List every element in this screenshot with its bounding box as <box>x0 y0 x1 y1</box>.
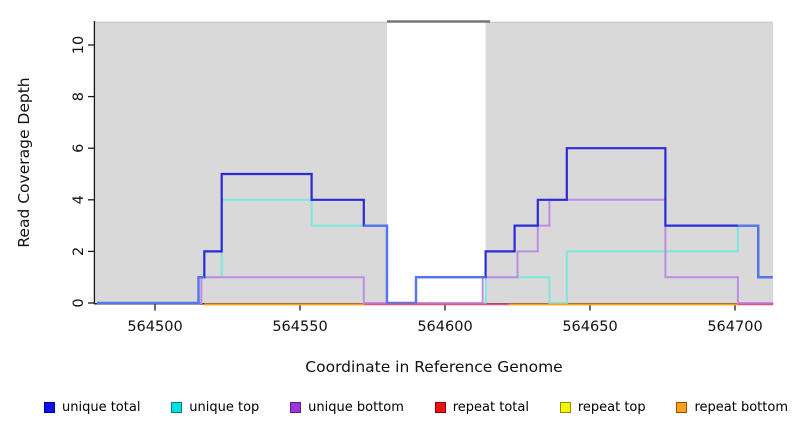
y-ticks <box>88 44 95 304</box>
legend-label: repeat top <box>577 399 646 415</box>
legend-item-unique-top: unique top <box>171 400 259 415</box>
repeat-bottom-swatch-icon <box>676 401 688 413</box>
legend-item-repeat-bottom: repeat bottom <box>676 400 788 415</box>
legend-item-repeat-total: repeat total <box>434 399 529 415</box>
x-ticks <box>154 304 736 311</box>
assembly-gap-band <box>387 21 486 304</box>
series-unique-total-top-overlap <box>363 224 486 305</box>
repeat-total-swatch-icon <box>434 401 446 413</box>
x-tick-label: 564500 <box>127 319 182 335</box>
legend-item-unique-bottom: unique bottom <box>290 400 404 415</box>
y-tick-label: 0 <box>71 298 87 307</box>
x-tick-label: 564700 <box>707 319 762 335</box>
x-tick-label: 564650 <box>562 319 617 335</box>
repeat-top-swatch-icon <box>559 401 571 413</box>
series-unique-total-top-overlap <box>97 276 205 305</box>
legend-label: unique bottom <box>308 399 404 415</box>
y-tick-label: 10 <box>71 36 87 54</box>
x-tick-label: 564600 <box>417 319 472 335</box>
x-tick-label: 564550 <box>272 319 327 335</box>
series-unique-bottom <box>97 198 773 304</box>
legend-label: repeat bottom <box>694 399 788 415</box>
unique-total-swatch-icon <box>44 401 55 413</box>
y-tick-label: 6 <box>71 144 87 153</box>
legend-label: unique total <box>62 399 141 415</box>
legend-item-unique-total: unique total <box>44 400 140 415</box>
y-axis-title: Read Coverage Depth <box>15 77 33 247</box>
x-axis-title: Coordinate in Reference Genome <box>305 358 562 376</box>
coverage-plot: 564500 564550 564600 564650 564700 0 2 4… <box>15 20 774 376</box>
series-layer <box>97 147 773 306</box>
y-tick-label: 8 <box>71 92 87 101</box>
unique-bottom-swatch-icon <box>290 401 302 413</box>
series-unique-top <box>97 198 773 304</box>
legend-label: repeat total <box>452 399 529 415</box>
legend-item-repeat-top: repeat top <box>559 399 646 415</box>
legend: unique total unique top unique bottom re… <box>44 397 788 417</box>
series-unique-total-top-overlap <box>737 224 773 279</box>
legend-label: unique top <box>189 399 260 415</box>
y-tick-label: 4 <box>71 195 87 204</box>
y-tick-label: 2 <box>71 247 87 256</box>
unique-top-swatch-icon <box>171 401 183 413</box>
